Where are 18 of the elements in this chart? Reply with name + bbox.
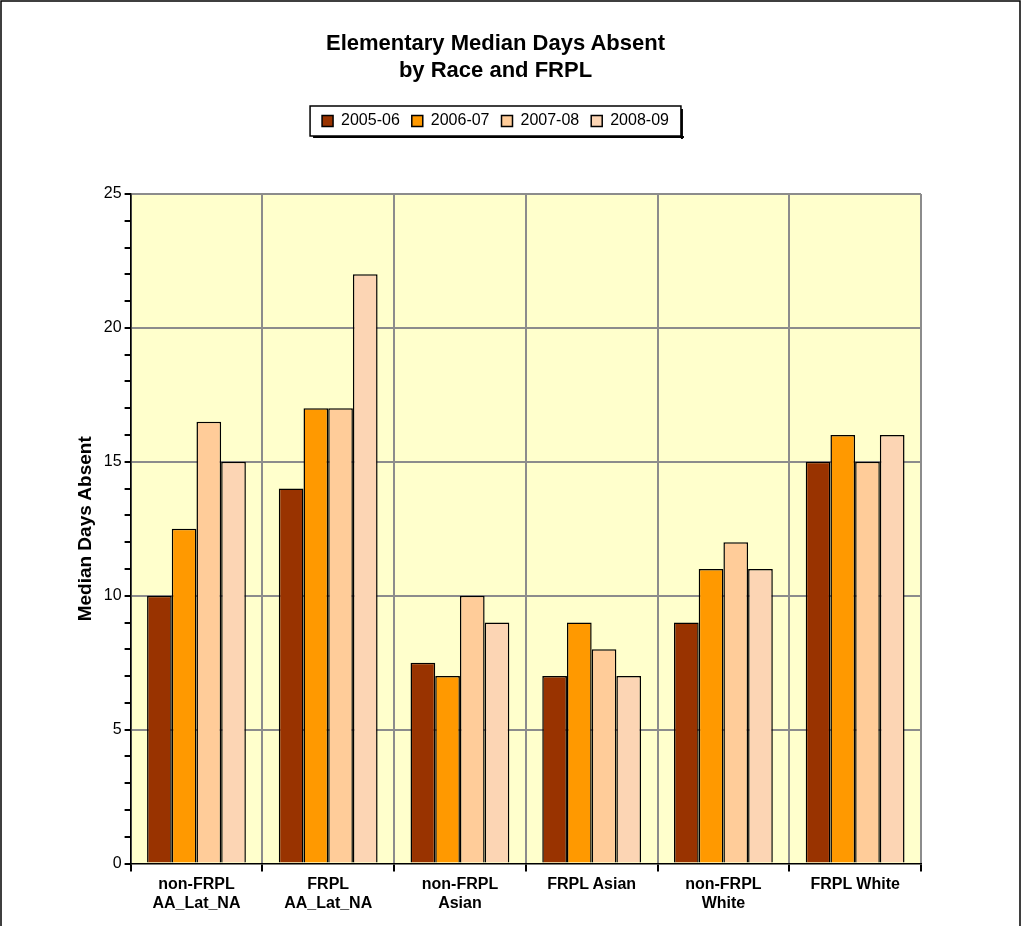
legend-label: 2008-09 <box>610 111 670 129</box>
y-tick-label: 5 <box>112 720 122 738</box>
x-tick-label: non-FRPL AA_Lat_NA <box>152 874 241 911</box>
y-tick-label: 0 <box>112 854 122 872</box>
legend-label: 2006-07 <box>430 111 490 129</box>
y-tick-label: 10 <box>103 586 122 604</box>
x-tick-label: non-FRPL White <box>685 874 762 911</box>
y-axis-title: Median Days Absent <box>73 435 95 622</box>
x-tick-label: FRPL White <box>810 874 900 892</box>
y-tick-label: 15 <box>103 452 122 470</box>
x-tick-label: non-FRPL Asian <box>421 874 499 911</box>
y-tick-label: 25 <box>103 184 122 202</box>
x-tick-label: FRPL AA_Lat_NA <box>284 874 373 911</box>
legend-label: 2005-06 <box>341 111 400 129</box>
y-tick-label: 20 <box>103 318 122 336</box>
chart-title: Elementary Median Days Absent by Race and FRPL <box>325 29 666 83</box>
x-tick-label: FRPL Asian <box>547 874 637 892</box>
legend-label: 2007-08 <box>520 111 580 129</box>
